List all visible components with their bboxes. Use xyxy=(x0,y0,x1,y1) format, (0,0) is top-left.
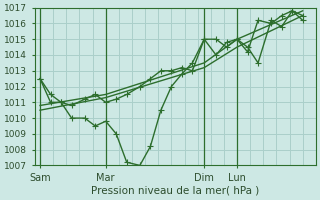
X-axis label: Pression niveau de la mer( hPa ): Pression niveau de la mer( hPa ) xyxy=(91,186,260,196)
